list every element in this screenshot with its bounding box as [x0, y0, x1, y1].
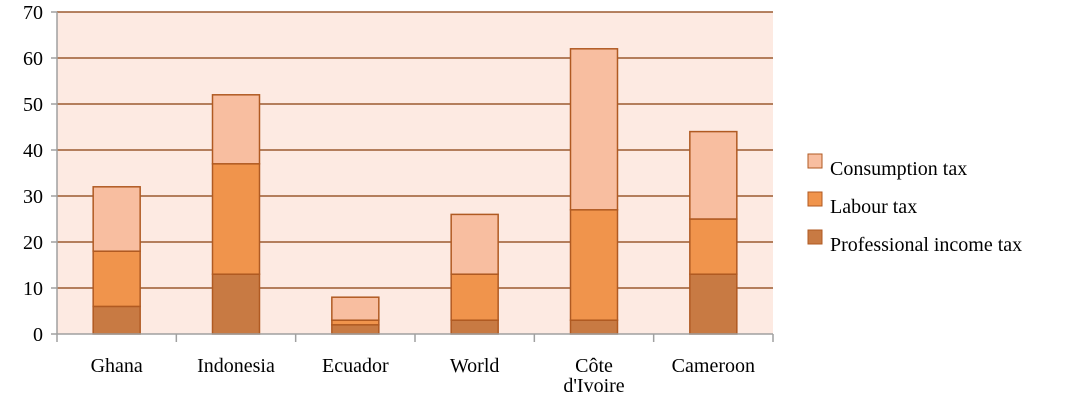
legend-swatch — [807, 229, 823, 245]
x-category-label: World — [450, 355, 500, 377]
y-axis-ticks: 0 10 20 30 40 50 60 70 — [23, 2, 43, 346]
x-category-label: Indonesia — [197, 355, 275, 377]
x-category-label: Ghana — [91, 355, 143, 377]
legend-label: Professional income tax — [830, 234, 1022, 256]
y-tick-label: 10 — [23, 278, 43, 300]
y-tick-label: 60 — [23, 48, 43, 70]
bar-segment — [569, 48, 619, 211]
y-tick-label: 20 — [23, 232, 43, 254]
bar-segment — [689, 218, 738, 275]
x-axis-labels: Ghana Indonesia Ecuador World Côte d'Ivoire Ca… — [91, 355, 755, 397]
bar-segment — [450, 273, 499, 321]
legend-swatch — [807, 153, 823, 169]
bar-segment — [689, 130, 738, 220]
legend-label: Consumption tax — [830, 158, 967, 180]
x-category-label: Cameroon — [672, 355, 755, 377]
y-tick-label: 30 — [23, 186, 43, 208]
y-tick-label: 0 — [33, 324, 43, 346]
bar-segment — [92, 186, 141, 252]
legend-label: Labour tax — [830, 196, 917, 218]
x-category-label: Ecuador — [322, 355, 389, 377]
x-category-label: Côte d'Ivoire — [563, 355, 624, 397]
bar-segment — [450, 213, 499, 275]
bar-segment — [569, 209, 619, 321]
legend: Consumption tax Labour tax Professional in… — [807, 153, 1022, 256]
bar-segment — [331, 296, 380, 321]
legend-swatch — [807, 191, 823, 207]
y-tick-label: 40 — [23, 140, 43, 162]
bars-group — [92, 48, 738, 335]
bar-segment — [569, 319, 619, 335]
gridlines — [57, 11, 773, 289]
plot-area — [57, 12, 773, 334]
bar-segment — [92, 250, 141, 308]
bar-segment — [211, 273, 261, 335]
y-tick-label: 70 — [23, 2, 43, 24]
bar-segment — [450, 319, 499, 335]
axes — [51, 11, 774, 342]
bar-segment — [331, 324, 380, 335]
bar-segment — [689, 273, 738, 335]
bar-segment — [211, 94, 261, 165]
bar-segment — [211, 163, 261, 275]
bar-segment — [92, 305, 141, 335]
y-tick-label: 50 — [23, 94, 43, 116]
